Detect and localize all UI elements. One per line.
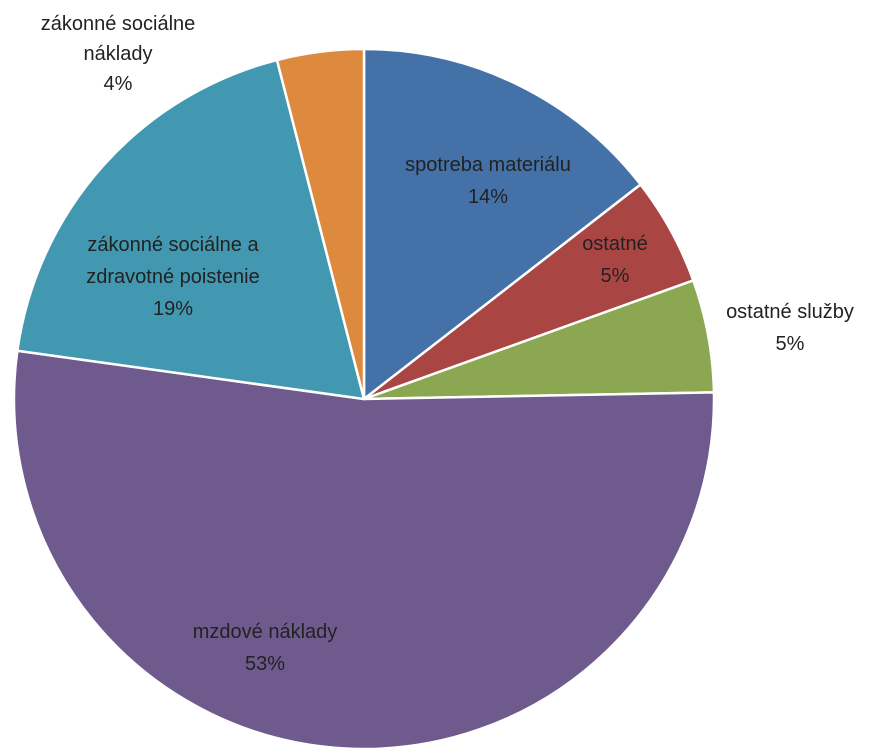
slice-percent: 4% bbox=[104, 73, 133, 95]
slice-label: spotreba materiálu 14% bbox=[405, 154, 571, 208]
slice-percent: 19% bbox=[153, 298, 193, 320]
slice-label-line: zákonné sociálne bbox=[41, 13, 196, 35]
slice-percent: 53% bbox=[245, 653, 285, 675]
pie-slice bbox=[16, 58, 366, 401]
slice-label: zákonné sociálne a zdravotné poistenie 19% bbox=[86, 234, 259, 320]
slice-label: ostatné 5% bbox=[582, 233, 648, 287]
slice-label-line: zdravotné poistenie bbox=[86, 266, 259, 288]
slice-label: mzdové náklady 53% bbox=[193, 621, 338, 675]
pie-slices bbox=[12, 47, 716, 749]
slice-label-line: ostatné bbox=[582, 233, 648, 255]
pie-slice bbox=[12, 349, 716, 749]
slice-label: ostatné služby 5% bbox=[726, 301, 854, 355]
slice-label-line: zákonné sociálne a bbox=[87, 234, 259, 256]
pie-labels: spotreba materiálu 14%ostatné 5%ostatné sl… bbox=[41, 13, 854, 675]
pie-slice bbox=[275, 47, 366, 401]
slice-percent: 5% bbox=[776, 333, 805, 355]
pie-slice bbox=[362, 47, 642, 401]
slice-label-line: náklady bbox=[84, 43, 153, 65]
slice-label: zákonné sociálne náklady 4% bbox=[41, 13, 196, 95]
slice-label-line: ostatné služby bbox=[726, 301, 854, 323]
slice-label-line: mzdové náklady bbox=[193, 621, 338, 643]
slice-label-line: spotreba materiálu bbox=[405, 154, 571, 176]
slice-percent: 5% bbox=[601, 265, 630, 287]
slice-percent: 14% bbox=[468, 186, 508, 208]
